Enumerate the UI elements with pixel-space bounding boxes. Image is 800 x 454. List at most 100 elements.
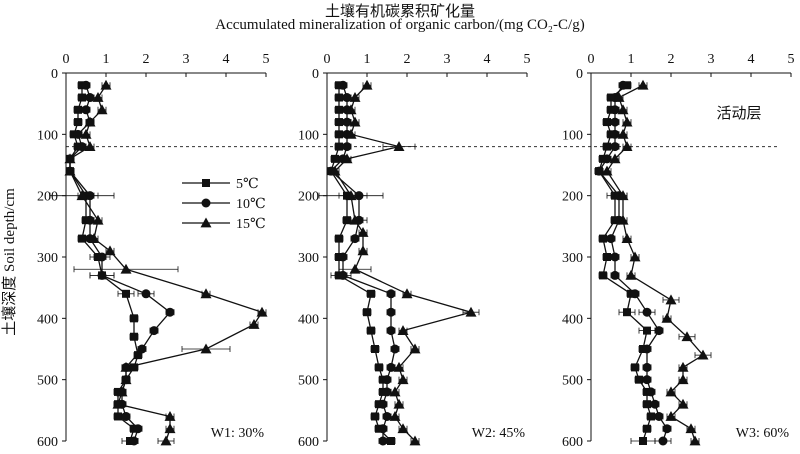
marker-p2-s3-14 [465,306,477,317]
marker-p3-s3-10 [621,233,633,243]
y-tick-label: 0 [51,67,58,82]
x-tick-label: 5 [263,52,270,67]
marker-p3-s2-20 [650,399,660,409]
marker-p2-s1-10 [335,234,343,243]
marker-p3-s3-1 [613,92,625,102]
marker-p3-s3-3 [621,116,633,127]
marker-p1-s1-21 [114,412,122,421]
marker-p1-s3-13 [200,288,212,299]
marker-p2-s3-11 [357,245,369,256]
marker-p2-s2-10 [350,234,360,244]
marker-p2-s2-21 [382,411,392,421]
marker-p2-s3-6 [341,153,353,164]
marker-p3-s1-12 [599,271,607,280]
x-tick-label: 1 [628,52,635,67]
marker-p3-s3-11 [629,251,641,262]
marker-p2-s3-8 [345,190,357,201]
y-tick-label: 300 [37,251,58,266]
marker-p3-s2-23 [658,436,668,446]
marker-p2-s3-10 [357,226,369,237]
series-2-3 [318,79,480,446]
marker-p3-s3-0 [637,79,649,90]
y-tick-label: 400 [37,312,58,327]
marker-p1-s1-10 [78,234,86,243]
x-tick-label: 3 [444,52,451,67]
panel-2: 0 1 2 3 4 5 0 100 200 300 400 500 600 W2: 45% [298,52,531,450]
marker-p3-s1-20 [643,400,651,409]
marker-p3-s2-4 [610,129,620,139]
marker-p1-s2-11 [97,252,107,262]
marker-p1-s3-5 [84,141,96,151]
marker-p2-s1-13 [367,289,375,298]
marker-p2-s3-4 [345,128,357,139]
y-tick-label: 500 [37,374,58,389]
marker-p1-s2-15 [149,326,159,336]
marker-p2-s1-21 [371,412,379,421]
marker-p1-s3-14 [256,306,268,317]
marker-p3-s3-2 [617,104,629,115]
marker-p1-s3-10 [88,233,100,243]
marker-p1-s3-20 [112,398,124,409]
marker-p3-s3-6 [609,153,621,164]
marker-p2-s3-15 [397,325,409,335]
marker-p3-s3-20 [677,398,689,409]
x-tick-label: 3 [708,52,715,67]
marker-p2-s2-15 [386,326,396,336]
marker-p2-s2-19 [382,387,392,397]
marker-p3-s2-19 [646,387,656,397]
marker-p1-s3-16 [200,343,212,354]
marker-p3-s2-7 [594,166,604,176]
marker-p1-s3-8 [76,190,88,201]
marker-p2-s3-20 [393,398,405,409]
marker-p2-s3-5 [393,141,405,151]
marker-p3-s1-10 [599,234,607,243]
x-tick-label: 4 [748,52,755,67]
marker-p1-s3-21 [164,410,176,421]
marker-p3-s3-14 [661,312,673,323]
marker-p2-s3-1 [349,92,361,102]
x-tick-label: 4 [223,52,230,67]
marker-p1-s2-21 [121,411,131,421]
marker-p3-s2-5 [610,142,620,152]
marker-p3-s2-11 [610,252,620,262]
marker-p1-s3-6 [64,153,76,164]
marker-p3-s1-18 [635,375,643,384]
x-tick-label: 1 [103,52,110,67]
marker-p2-s2-11 [338,252,348,262]
marker-p2-s2-16 [390,344,400,354]
marker-p3-s1-11 [603,253,611,261]
x-tick-label: 2 [404,52,411,67]
chart-title-cn: 土壤有机碳累积矿化量 [324,2,475,20]
marker-p1-s1-13 [122,289,130,298]
y-tick-label: 500 [562,374,583,389]
marker-p2-s3-17 [393,361,405,372]
x-tick-label: 1 [364,52,371,67]
y-tick-label: 200 [298,190,319,205]
y-tick-label: 600 [298,435,319,450]
y-tick-label: 300 [562,251,583,266]
y-axis-label: 土壤深度 Soil depth/cm [0,188,18,336]
legend-label: 15℃ [236,217,266,232]
marker-p3-s2-18 [642,375,652,385]
marker-p2-s2-5 [342,142,352,152]
marker-p3-s2-13 [630,289,640,299]
marker-p2-s3-0 [361,79,373,90]
series-3-2 [594,80,672,446]
marker-p1-s3-1 [92,92,104,102]
marker-p3-s2-6 [602,154,612,164]
y-tick-label: 600 [37,435,58,450]
marker-p1-s1-3 [74,118,82,127]
marker-p1-s1-16 [134,351,142,360]
marker-p1-s3-22 [164,423,176,434]
marker-p2-s2-13 [386,289,396,299]
marker-p3-s2-3 [610,117,620,127]
marker-p2-s1-16 [371,345,379,353]
marker-p3-s3-16 [697,349,709,360]
marker-p2-s3-19 [389,386,401,397]
y-tick-label: 500 [298,374,319,389]
marker-p3-s2-22 [662,424,672,434]
marker-p2-s2-22 [378,424,388,434]
marker-p3-s1-21 [647,412,655,421]
marker-p2-s3-9 [349,214,361,225]
